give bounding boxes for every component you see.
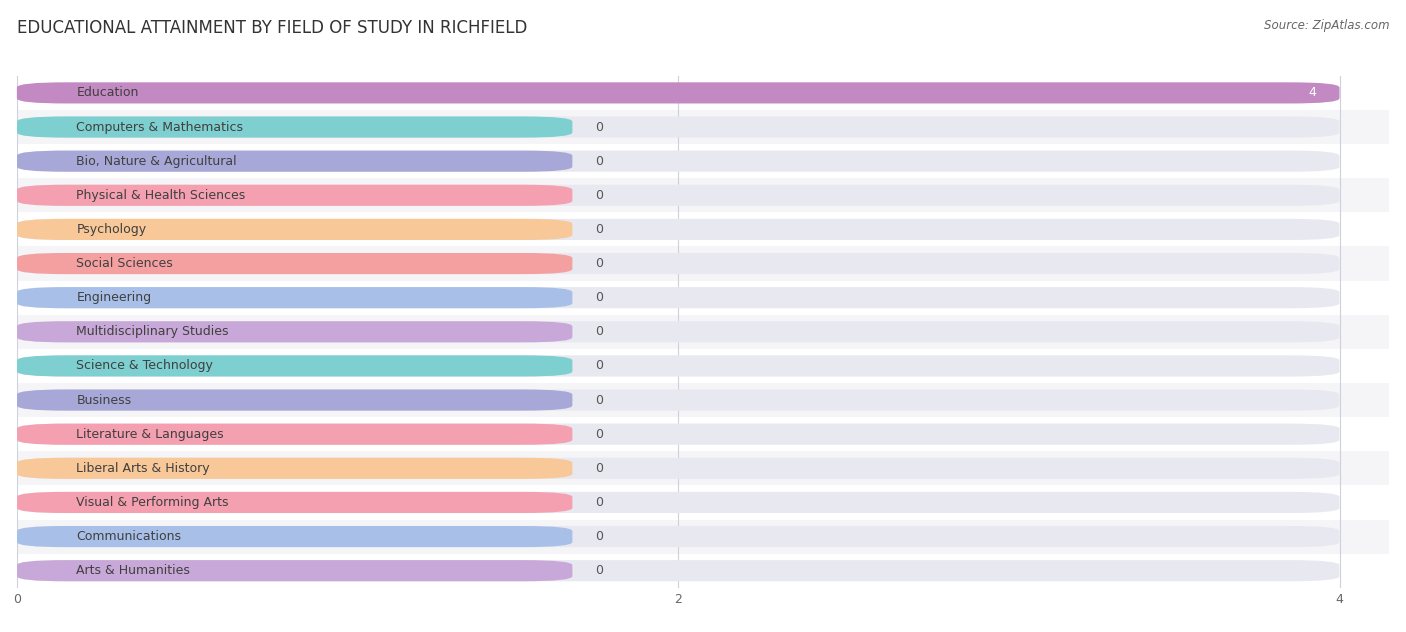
Bar bbox=[17, 417, 1389, 451]
FancyBboxPatch shape bbox=[17, 458, 1340, 479]
Bar bbox=[17, 349, 1389, 383]
FancyBboxPatch shape bbox=[17, 526, 1340, 547]
Text: Liberal Arts & History: Liberal Arts & History bbox=[76, 462, 209, 475]
Text: 0: 0 bbox=[596, 155, 603, 167]
FancyBboxPatch shape bbox=[17, 458, 572, 479]
FancyBboxPatch shape bbox=[17, 116, 572, 138]
Text: 0: 0 bbox=[596, 462, 603, 475]
Text: Arts & Humanities: Arts & Humanities bbox=[76, 564, 190, 577]
FancyBboxPatch shape bbox=[17, 389, 572, 411]
FancyBboxPatch shape bbox=[17, 560, 1340, 581]
Text: 0: 0 bbox=[596, 428, 603, 441]
Text: Psychology: Psychology bbox=[76, 223, 146, 236]
Bar bbox=[17, 520, 1389, 554]
Text: 0: 0 bbox=[596, 394, 603, 406]
Text: Business: Business bbox=[76, 394, 132, 406]
Text: 0: 0 bbox=[596, 189, 603, 202]
Text: Bio, Nature & Agricultural: Bio, Nature & Agricultural bbox=[76, 155, 238, 167]
FancyBboxPatch shape bbox=[17, 219, 572, 240]
Bar bbox=[17, 315, 1389, 349]
Text: Engineering: Engineering bbox=[76, 291, 152, 304]
Text: 0: 0 bbox=[596, 121, 603, 133]
Text: Communications: Communications bbox=[76, 530, 181, 543]
FancyBboxPatch shape bbox=[17, 355, 1340, 377]
Text: 0: 0 bbox=[596, 360, 603, 372]
FancyBboxPatch shape bbox=[17, 185, 572, 206]
Text: 0: 0 bbox=[596, 496, 603, 509]
FancyBboxPatch shape bbox=[17, 287, 1340, 308]
Text: Visual & Performing Arts: Visual & Performing Arts bbox=[76, 496, 229, 509]
Bar bbox=[17, 212, 1389, 246]
Bar bbox=[17, 178, 1389, 212]
Text: 0: 0 bbox=[596, 257, 603, 270]
Bar bbox=[17, 485, 1389, 520]
FancyBboxPatch shape bbox=[17, 355, 572, 377]
FancyBboxPatch shape bbox=[17, 150, 572, 172]
FancyBboxPatch shape bbox=[17, 287, 572, 308]
Bar bbox=[17, 246, 1389, 281]
FancyBboxPatch shape bbox=[17, 253, 1340, 274]
Text: Literature & Languages: Literature & Languages bbox=[76, 428, 224, 441]
Text: Education: Education bbox=[76, 87, 139, 99]
FancyBboxPatch shape bbox=[17, 492, 572, 513]
FancyBboxPatch shape bbox=[17, 116, 1340, 138]
FancyBboxPatch shape bbox=[17, 560, 572, 581]
Text: 0: 0 bbox=[596, 291, 603, 304]
Text: Computers & Mathematics: Computers & Mathematics bbox=[76, 121, 243, 133]
Text: 0: 0 bbox=[596, 530, 603, 543]
Bar bbox=[17, 554, 1389, 588]
Bar bbox=[17, 281, 1389, 315]
FancyBboxPatch shape bbox=[17, 423, 1340, 445]
Text: EDUCATIONAL ATTAINMENT BY FIELD OF STUDY IN RICHFIELD: EDUCATIONAL ATTAINMENT BY FIELD OF STUDY… bbox=[17, 19, 527, 37]
FancyBboxPatch shape bbox=[17, 492, 1340, 513]
Text: Multidisciplinary Studies: Multidisciplinary Studies bbox=[76, 325, 229, 338]
Bar bbox=[17, 144, 1389, 178]
FancyBboxPatch shape bbox=[17, 219, 1340, 240]
Bar bbox=[17, 110, 1389, 144]
Text: Science & Technology: Science & Technology bbox=[76, 360, 214, 372]
Text: Social Sciences: Social Sciences bbox=[76, 257, 173, 270]
FancyBboxPatch shape bbox=[17, 150, 1340, 172]
FancyBboxPatch shape bbox=[17, 321, 572, 343]
FancyBboxPatch shape bbox=[17, 321, 1340, 343]
Bar bbox=[17, 76, 1389, 110]
FancyBboxPatch shape bbox=[17, 185, 1340, 206]
FancyBboxPatch shape bbox=[17, 389, 1340, 411]
Text: Source: ZipAtlas.com: Source: ZipAtlas.com bbox=[1264, 19, 1389, 32]
Bar bbox=[17, 451, 1389, 485]
Bar bbox=[17, 383, 1389, 417]
FancyBboxPatch shape bbox=[17, 526, 572, 547]
FancyBboxPatch shape bbox=[17, 253, 572, 274]
Text: 0: 0 bbox=[596, 564, 603, 577]
Text: 0: 0 bbox=[596, 325, 603, 338]
Text: Physical & Health Sciences: Physical & Health Sciences bbox=[76, 189, 246, 202]
Text: 0: 0 bbox=[596, 223, 603, 236]
FancyBboxPatch shape bbox=[17, 82, 1340, 104]
FancyBboxPatch shape bbox=[17, 423, 572, 445]
Text: 4: 4 bbox=[1309, 87, 1316, 99]
